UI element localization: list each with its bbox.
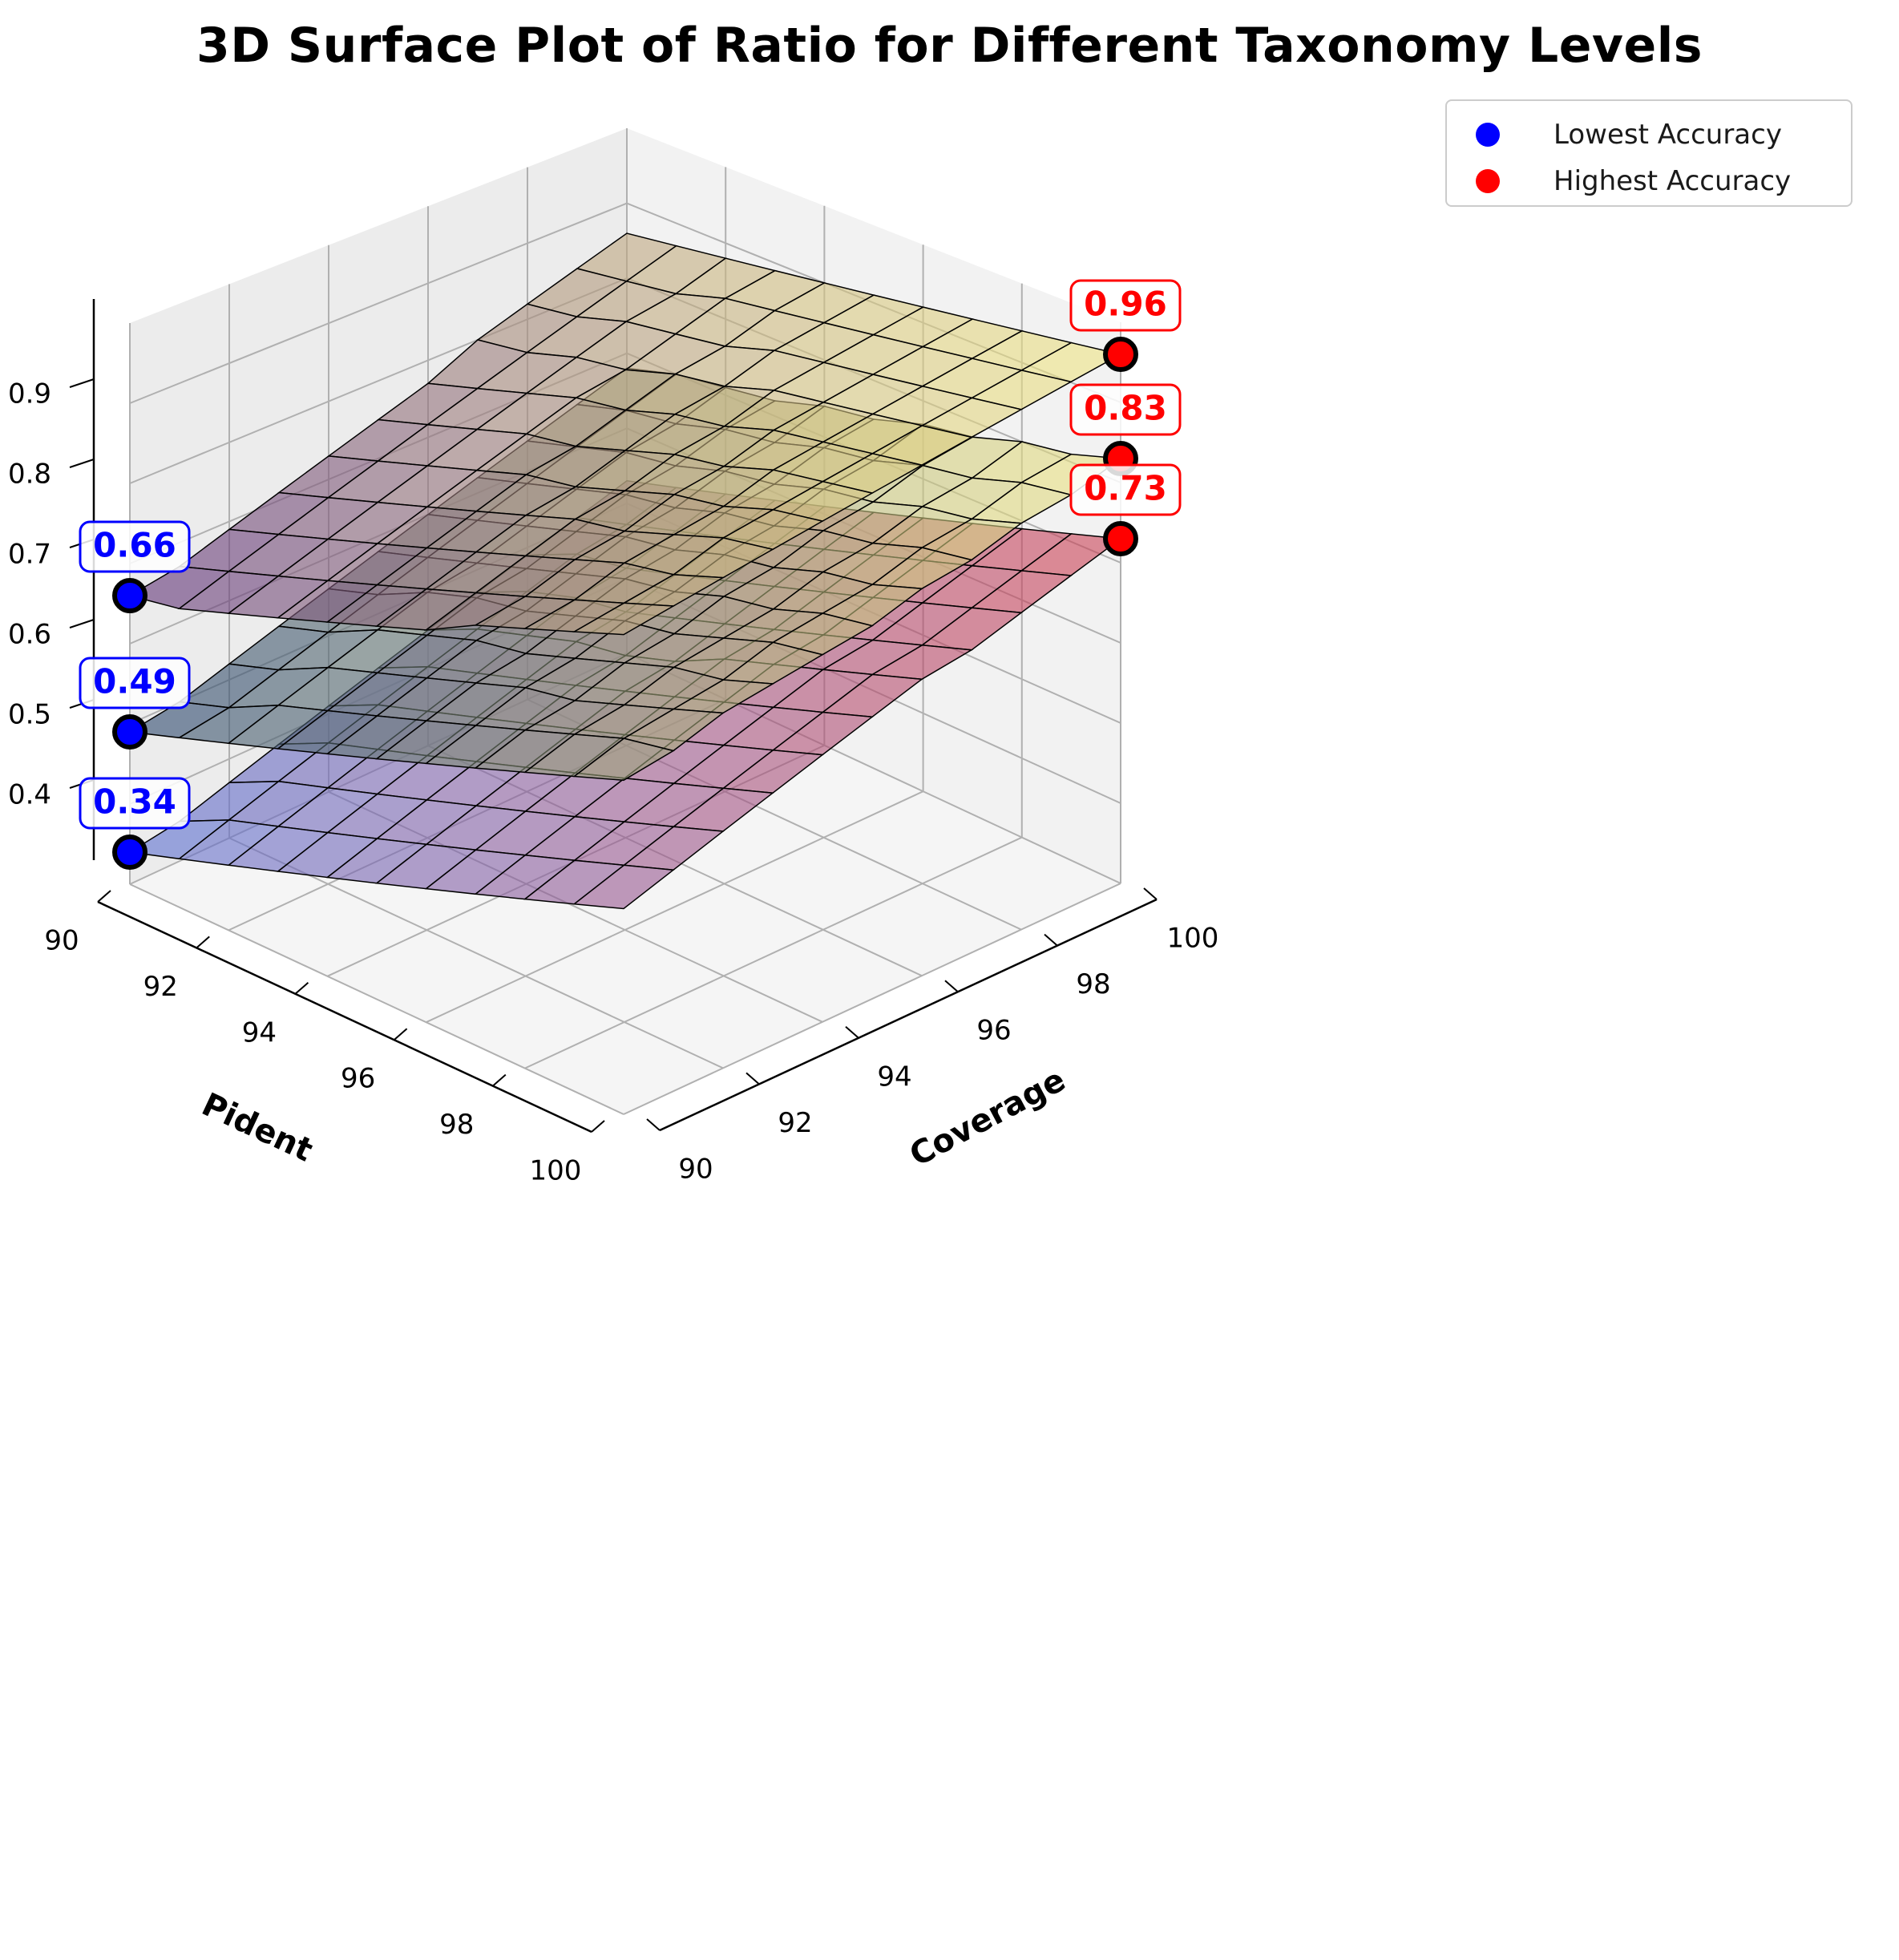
max-label: 0.83 [1084,389,1167,428]
coverage-tick [646,1118,661,1131]
pident-tick-label: 90 [44,925,79,957]
surface-cell [572,602,676,636]
legend-item-highest: Highest Accuracy [1447,160,1851,200]
pident-tick [591,1120,605,1133]
gridline-floor-coverage [228,837,724,1069]
z-tick-label: 0.7 [8,539,51,571]
pident-tick-label: 92 [143,971,178,1003]
coverage-tick-label: 98 [1076,968,1110,1000]
legend-label-highest: Highest Accuracy [1554,165,1792,197]
pident-tick [97,890,111,903]
z-tick-label: 0.9 [8,378,51,410]
coverage-tick-label: 90 [678,1154,713,1186]
pident-tick-label: 98 [439,1109,474,1141]
coverage-axis-label: Coverage [903,1061,1071,1174]
min-label: 0.34 [93,782,176,822]
coverage-tick [1044,933,1058,947]
legend-marker-lowest [1476,123,1500,147]
max-marker [1103,337,1138,372]
coverage-tick-label: 94 [877,1061,911,1093]
pident-axis-line [97,900,592,1134]
coverage-tick [845,1026,859,1039]
surface-cell [572,864,675,910]
pident-axis-label: Pident [196,1086,318,1170]
annotations: 0.66 0.96 0.49 0.83 0.34 0.73 [79,279,1182,870]
pident-tick-label: 94 [242,1016,277,1049]
min-label-box [79,657,191,709]
max-label-box [1069,463,1182,516]
max-label-box [1069,383,1182,436]
z-tick-label: 0.5 [8,699,51,731]
max-label-box [1069,279,1182,332]
gridline-floor-pident [623,883,1121,1115]
pident-tick [294,982,309,995]
pident-tick [492,1073,507,1087]
max-label: 0.73 [1084,469,1167,508]
coverage-tick-label: 92 [778,1107,812,1139]
pident-tick-label: 100 [530,1155,582,1187]
pident-tick [196,936,210,949]
gridline-floor-pident [426,790,924,1024]
min-marker [112,714,147,750]
legend-item-lowest: Lowest Accuracy [1447,114,1851,154]
legend-label-lowest: Lowest Accuracy [1554,119,1782,151]
coverage-tick [1143,887,1158,900]
surfaces [127,232,1123,910]
coverage-axis-line [659,898,1158,1132]
min-label: 0.66 [93,526,176,565]
max-label: 0.96 [1084,285,1167,324]
z-tick [69,378,95,388]
z-tick [69,619,95,628]
z-tick-label: 0.6 [8,619,51,651]
chart-title: 3D Surface Plot of Ratio for Different T… [196,18,1703,74]
min-marker [112,578,147,613]
pident-tick-label: 96 [341,1063,375,1095]
coverage-tick [745,1072,760,1085]
min-label-box [79,520,191,573]
legend: Lowest Accuracy Highest Accuracy [1445,99,1853,207]
surface-cell [572,738,675,782]
min-label-box [79,777,191,830]
gridline-floor-pident [524,836,1023,1069]
pident-tick [393,1028,408,1041]
coverage-tick-label: 96 [976,1015,1011,1047]
gridline-z-left [129,202,628,404]
legend-marker-highest [1476,169,1500,193]
coverage-tick [944,980,959,992]
surface-viridis [128,232,1123,636]
coverage-tick-label: 100 [1167,923,1219,955]
gridline-floor-coverage [129,883,624,1115]
z-tick [69,459,95,468]
z-tick-label: 0.8 [8,459,51,491]
min-marker [112,835,147,870]
max-marker [1103,521,1138,556]
z-tick-label: 0.4 [8,779,51,811]
min-label: 0.49 [93,662,176,701]
